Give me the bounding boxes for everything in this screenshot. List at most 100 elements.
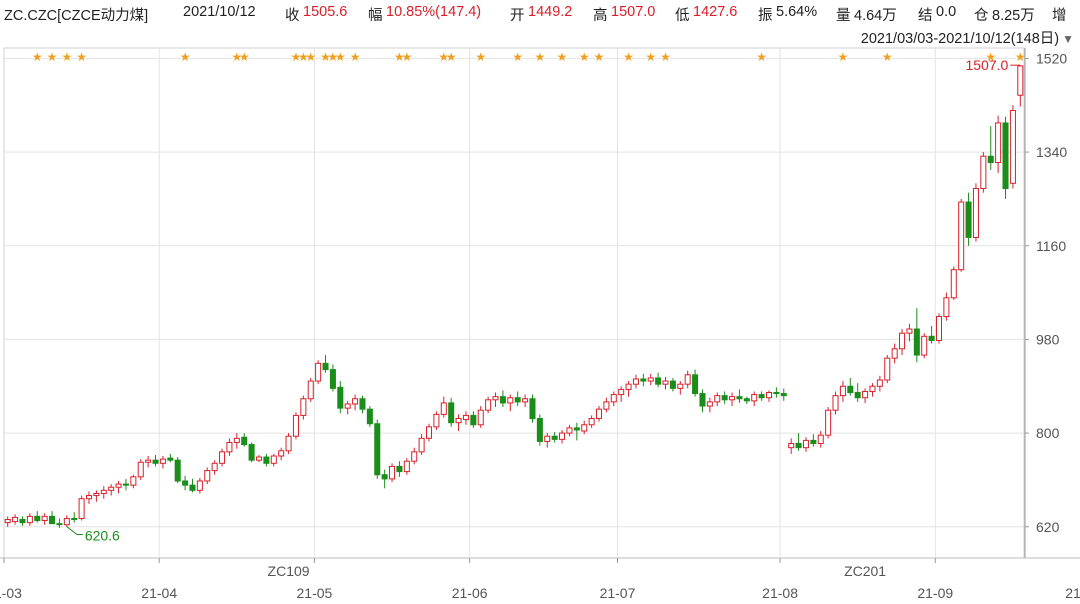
candle-body (965, 201, 972, 238)
candle-body (847, 385, 854, 394)
rollover-star-icon: ★ (401, 50, 412, 64)
x-tick-label: 21-09 (917, 585, 953, 601)
candle (522, 394, 529, 408)
candle (795, 433, 802, 451)
candle (85, 491, 93, 504)
candle (492, 392, 499, 408)
contract-label: ZC109 (268, 563, 310, 579)
candle (182, 475, 189, 491)
candle-body (499, 396, 506, 404)
candle-body (263, 456, 270, 464)
rollover-star-icon: ★ (645, 50, 656, 64)
candle (943, 292, 950, 321)
candle (847, 377, 854, 396)
candle (63, 515, 70, 527)
candle-body (49, 515, 56, 525)
low-annotation-arrow (66, 526, 83, 535)
candle-body (93, 492, 100, 497)
candle-body (19, 518, 26, 524)
candle-body (588, 418, 595, 426)
candle (100, 486, 107, 499)
volume-label: 量 (836, 8, 851, 24)
candle (130, 474, 137, 489)
candle-body (603, 401, 610, 410)
candle (19, 516, 26, 526)
contract-label: ZC201 (844, 563, 886, 579)
candle (403, 458, 410, 475)
candle (566, 424, 573, 437)
more-fields-label[interactable]: 增 (1052, 8, 1067, 24)
candle (263, 453, 270, 467)
candle (366, 406, 373, 427)
rollover-star-icon: ★ (47, 50, 58, 64)
candle-body (307, 380, 314, 400)
candle-body (677, 383, 684, 389)
contract-symbol[interactable]: ZC.CZC[CZCE动力煤] (4, 8, 149, 24)
high-annotation-label: 1507.0 (965, 57, 1008, 73)
candle-body (773, 392, 780, 395)
candle-body (189, 484, 196, 491)
candle (34, 511, 41, 523)
open-interest-label: 仓 (974, 8, 989, 24)
candle (270, 453, 277, 467)
candle-body (329, 369, 336, 389)
candle (529, 394, 536, 423)
close-value: 1505.6 (303, 4, 348, 20)
y-tick-label: 1160 (1036, 238, 1066, 254)
candle (344, 400, 351, 415)
candle (440, 396, 447, 418)
candle-body (788, 443, 795, 449)
candle (329, 364, 336, 392)
rollover-star-icon: ★ (239, 50, 250, 64)
date-range-selector[interactable]: 2021/03/03-2021/10/12(148日) ▼ (861, 27, 1074, 48)
candle (714, 392, 721, 407)
candle-body (196, 480, 203, 491)
candle (788, 438, 795, 454)
candle (26, 513, 33, 526)
candle (278, 447, 285, 461)
candle-body (854, 392, 861, 399)
candle-body (278, 450, 285, 457)
candle-body (219, 451, 226, 464)
candle (285, 433, 292, 454)
rollover-star-icon: ★ (623, 50, 634, 64)
candle (514, 391, 521, 407)
candle-body (795, 443, 802, 449)
candle (987, 126, 994, 170)
candle-body (906, 328, 913, 334)
candle-body (655, 377, 662, 385)
candle-body (108, 486, 115, 491)
candle-body (78, 498, 85, 519)
candle-body (566, 427, 573, 434)
candle (462, 411, 469, 425)
candle-body (662, 380, 669, 385)
candle-body (943, 297, 950, 318)
candle-body (352, 398, 359, 405)
candle-body (115, 483, 122, 488)
settle-label: 结 (918, 8, 933, 24)
candle (448, 397, 455, 427)
candle (603, 397, 610, 413)
rollover-star-icon: ★ (475, 50, 486, 64)
candle-body (1009, 109, 1016, 184)
candle (854, 383, 861, 402)
candle (499, 390, 506, 408)
y-tick-label: 1520 (1036, 50, 1067, 66)
candle (810, 434, 817, 447)
candle-body (618, 388, 625, 396)
candle-body (492, 396, 499, 401)
candle-body (522, 398, 529, 403)
candle (418, 434, 425, 455)
candle-body (41, 515, 48, 522)
candle-body (315, 362, 322, 382)
candle (189, 478, 196, 493)
candle-body (714, 395, 721, 403)
candle-body (536, 418, 543, 442)
candle (536, 414, 543, 446)
dropdown-triangle-icon[interactable]: ▼ (1062, 32, 1074, 46)
candle-body (122, 483, 129, 486)
candle (677, 381, 684, 395)
candle (706, 397, 713, 413)
